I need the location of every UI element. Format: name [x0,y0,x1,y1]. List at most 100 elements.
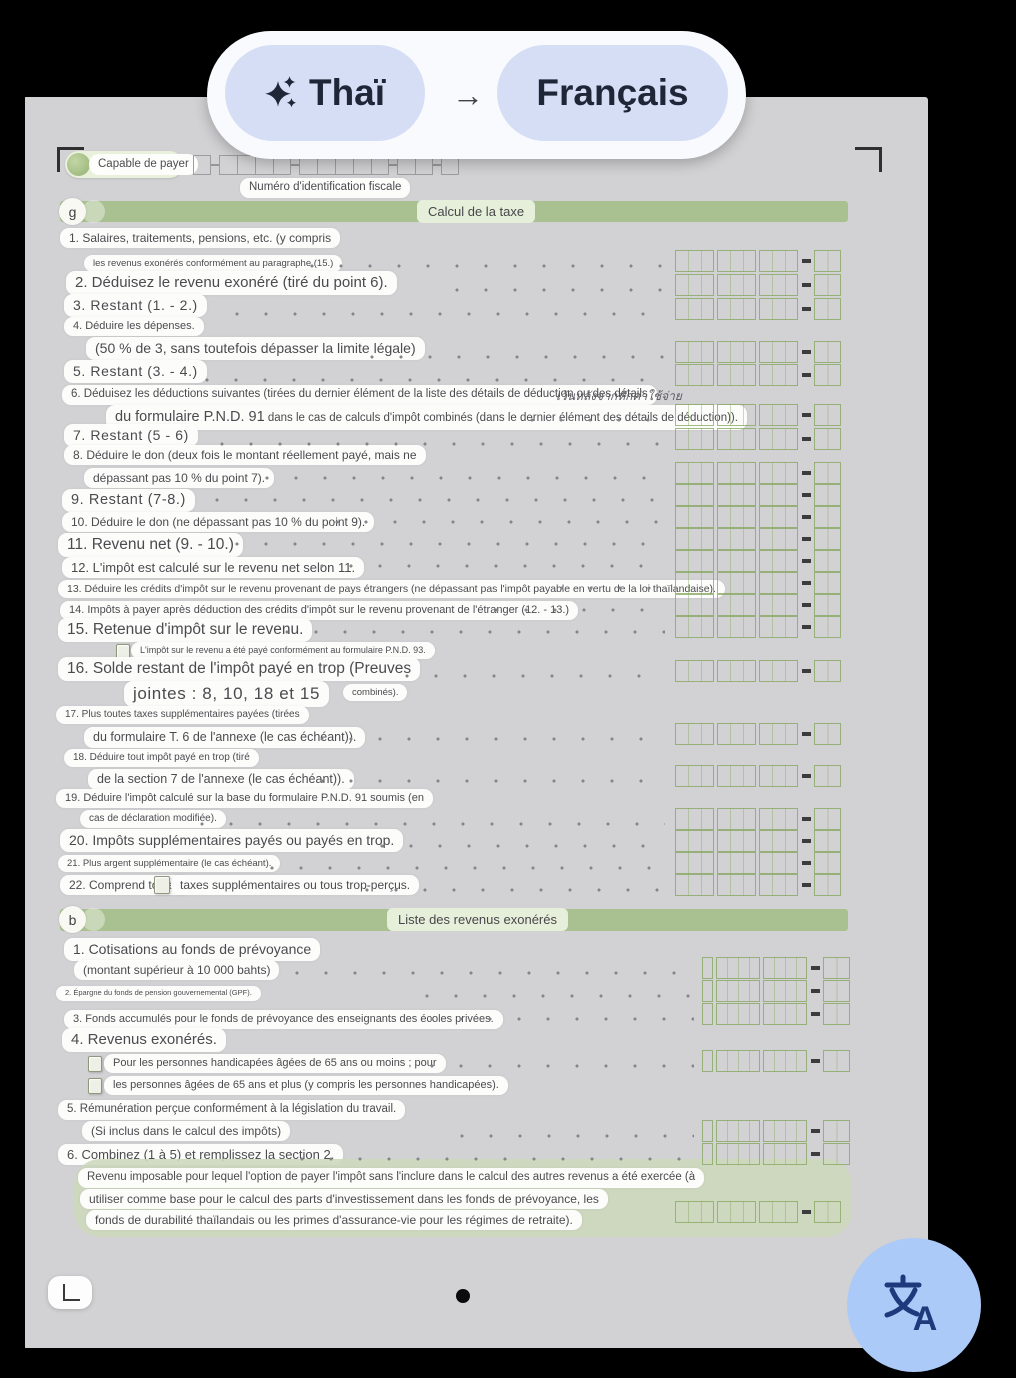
amount-grid-row [702,1003,853,1025]
dotted-leader [200,822,665,826]
b-line-5a: 5. Rémunération perçue conformément à la… [58,1100,406,1120]
amount-grid-row [675,616,844,638]
dotted-leader [215,498,665,502]
b-line-3: 3. Fonds accumulés pour le fonds de prév… [64,1010,503,1029]
dotted-leader [285,630,665,634]
translate-icon: A [884,1274,937,1338]
amount-grid-row [675,250,844,272]
amount-grid-row [675,1201,844,1223]
footnote-line-1: Revenu imposable pour lequel l'option de… [78,1168,705,1188]
footnote-line-2: utiliser comme base pour le calcul des p… [80,1189,608,1210]
g-line-15-check: L'impôt sur le revenu a été payé conform… [131,642,435,659]
g-line-9: 9. Restant (7-8.) [62,489,195,513]
translate-fab[interactable]: A [847,1238,981,1372]
amount-grid-row [675,808,844,830]
section-b-title: Liste des revenus exonérés [387,908,568,931]
dotted-leader [265,476,665,480]
dotted-leader [220,442,665,446]
g-line-2: 2. Déduisez le revenu exonéré (tiré du p… [66,271,397,295]
amount-grid-row [702,1050,853,1072]
g-line-19a: 19. Déduire l'impôt calculé sur la base … [56,789,433,808]
section-g-banner: g Calcul de la taxe [59,198,848,225]
marker-shadow [82,908,105,931]
dotted-leader [560,586,665,590]
section-g-title: Calcul de la taxe [417,200,536,223]
baht-satang-dash [802,515,811,519]
amount-grid-row [675,274,844,296]
g-line-20: 20. Impôts supplémentaires payés ou payé… [60,829,404,852]
translate-language-bar: Thaï → Français [207,31,746,159]
baht-satang-dash [802,861,811,865]
b-line-4-cb2: les personnes âgées de 65 ans et plus (y… [104,1076,508,1095]
baht-satang-dash [802,581,811,585]
footnote-line-3: fonds de durabilité thaïlandais ou les p… [86,1210,582,1231]
amount-grid-row [675,528,844,550]
sparkle-icon [265,76,297,108]
section-b-marker: b [59,906,86,933]
g-line-3: 3. Restant (1. - 2.) [64,294,207,317]
line-22-checkbox [154,876,170,894]
amount-grid-row [675,506,844,528]
amount-grid-row [675,364,844,386]
section-g-marker: g [59,198,86,225]
amount-grid-row [675,852,844,874]
baht-satang-dash [802,437,811,441]
baht-satang-dash [802,493,811,497]
baht-satang-dash [802,1210,811,1214]
dotted-leader [320,737,665,741]
baht-satang-dash [802,413,811,417]
baht-satang-dash [811,989,820,993]
baht-satang-dash [802,350,811,354]
g-line-17b: du formulaire T. 6 de l'annexe (le cas é… [84,727,366,748]
corner-bracket-icon [63,1284,80,1301]
age-65-plus-checkbox [88,1078,102,1094]
baht-satang-dash [811,966,820,970]
crop-corner-bottom-left-handle[interactable] [48,1276,92,1309]
dotted-leader [365,888,665,892]
amount-grid-row [675,298,844,320]
b-line-4-cb1: Pour les personnes handicapées âgées de … [104,1054,446,1073]
g-line-8a: 8. Déduire le don (deux fois le montant … [64,445,426,466]
dotted-leader [205,378,665,382]
dotted-leader [430,1064,694,1068]
g-line-19b: cas de déclaration modifiée). [80,810,226,828]
dotted-leader [235,312,665,316]
dotted-leader [530,418,665,422]
payer-chip: Capable de payer [65,151,198,178]
amount-grid-row [702,1143,853,1165]
baht-satang-dash [802,817,811,821]
dotted-leader [495,608,665,612]
amount-grid-row [675,428,844,450]
amount-grid-row [675,341,844,363]
g-line-18a: 18. Déduire tout impôt payé en trop (tir… [64,749,259,767]
thai-residual-text: เว้นหลังจากหักค่าใช้จ่าย [556,389,682,403]
g-line-6b: du formulaire P.N.D. 91 dans le cas de c… [106,405,747,430]
baht-satang-dash [811,1152,820,1156]
g-line-8b: dépassant pas 10 % du point 7). [84,468,275,489]
amount-grid-row [675,550,844,572]
amount-grid-row [675,404,844,426]
source-language-pill[interactable]: Thaï [225,45,425,141]
dotted-leader [320,779,665,783]
dotted-leader [310,264,665,268]
target-language-pill[interactable]: Français [497,45,728,141]
amount-grid-row [675,594,844,616]
g-line-21: 21. Plus argent supplémentaire (le cas é… [58,855,281,873]
dotted-leader [335,520,665,524]
g-line-12: 12. L'impôt est calculé sur le revenu ne… [62,557,365,579]
payer-chip-label: Capable de payer [89,154,198,175]
tax-id-label: Numéro d'identification fiscale [240,178,411,198]
target-language-label: Français [536,72,689,113]
marker-shadow [82,200,105,223]
dotted-leader [320,564,665,568]
baht-satang-dash [802,774,811,778]
baht-satang-dash [802,283,811,287]
amount-grid-row [675,660,844,682]
amount-grid-row [702,1120,853,1142]
dotted-leader [455,288,665,292]
dotted-leader [430,1017,694,1021]
dotted-leader [380,844,665,848]
dotted-leader [370,355,665,359]
g-line-4b: (50 % de 3, sans toutefois dépasser la l… [86,337,425,360]
source-language-label: Thaï [308,72,386,113]
